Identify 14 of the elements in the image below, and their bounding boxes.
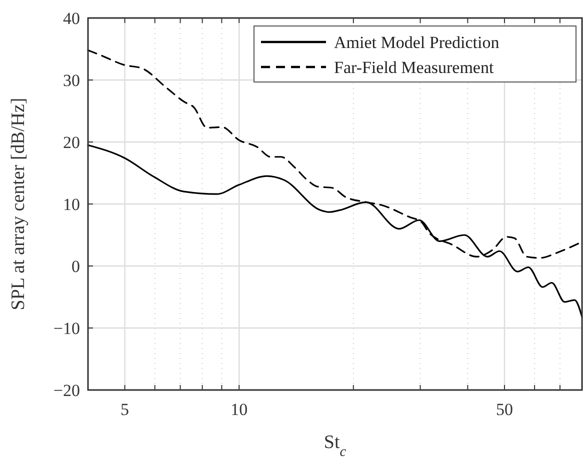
y-tick-label: 0 (72, 257, 80, 276)
y-tick-label: 30 (63, 71, 80, 90)
x-tick-label: 50 (496, 400, 513, 419)
y-tick-label: 40 (63, 9, 80, 28)
x-tick-label: 10 (230, 400, 248, 419)
y-tick-label: 10 (63, 195, 80, 214)
y-axis-title: SPL at array center [dB/Hz] (8, 98, 29, 310)
y-tick-label: −10 (53, 319, 80, 338)
y-tick-label: −20 (53, 381, 80, 400)
x-tick-label: 5 (120, 400, 130, 419)
legend-label: Far-Field Measurement (334, 58, 494, 77)
x-axis-title: St$_{c}$ (324, 432, 347, 460)
y-tick-label: 20 (63, 133, 80, 152)
legend-label: Amiet Model Prediction (334, 33, 500, 52)
